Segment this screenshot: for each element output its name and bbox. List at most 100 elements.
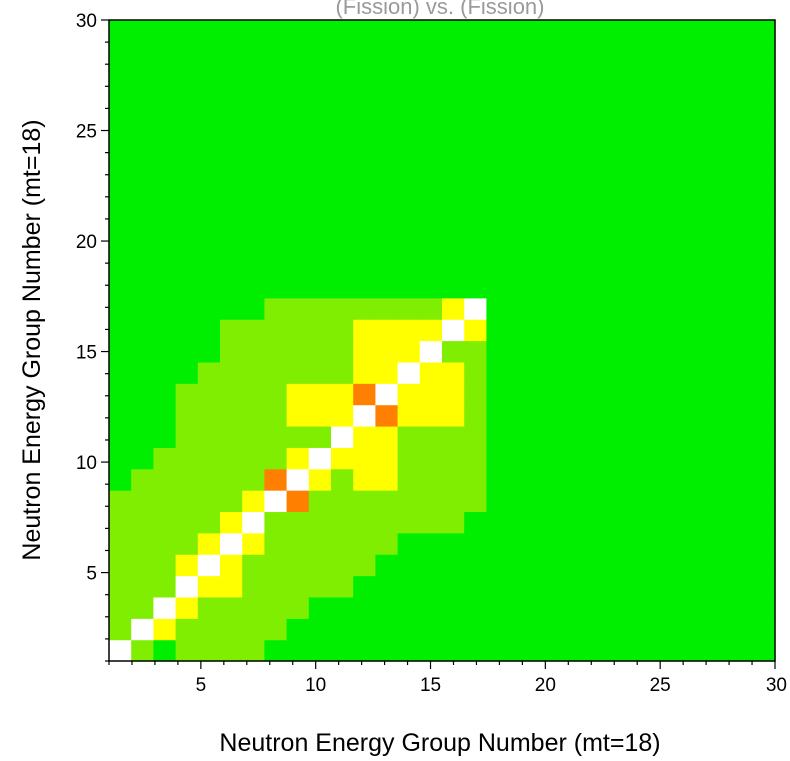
heatmap-cell [197,20,221,42]
heatmap-cell [286,148,310,171]
heatmap-cell [331,596,354,619]
heatmap-cell [486,190,510,213]
heatmap-cell [353,105,376,128]
heatmap-cell [264,468,288,491]
heatmap-cell [308,297,332,320]
heatmap-cell [575,340,598,363]
heatmap-cell [752,126,776,149]
heatmap-cell [331,255,354,277]
heatmap-cell [131,639,154,662]
heatmap-cell [553,276,576,299]
y-tick-label: 15 [76,343,97,364]
heatmap-cell [175,20,199,42]
heatmap-cell [442,212,465,235]
heatmap-cell [175,212,199,235]
heatmap-cell [619,105,643,128]
heatmap-cell [131,596,154,619]
heatmap-cell [486,276,510,299]
heatmap-cell [508,126,532,149]
heatmap-cell [530,169,554,192]
heatmap-cell [419,361,443,384]
heatmap-cell [708,511,732,534]
heatmap-cell [597,190,621,213]
heatmap-cell [442,340,465,363]
heatmap-cell [752,41,776,64]
heatmap-cell [530,319,554,342]
heatmap-cell [664,639,687,662]
heatmap-cell [331,148,354,171]
heatmap-cell [197,468,221,491]
heatmap-cell [641,361,665,384]
heatmap-cell [264,575,288,598]
heatmap-cell [419,404,443,427]
heatmap-cell [308,425,332,448]
x-axis: 5 10 15 20 25 30 [108,661,787,696]
heatmap-cell [752,297,776,320]
heatmap-cell [353,639,376,662]
heatmap-cell [464,361,487,384]
heatmap-cell [730,511,754,534]
heatmap-cell [752,340,776,363]
heatmap-cell [197,511,221,534]
heatmap-cell [331,319,354,342]
heatmap-cell [397,447,421,470]
heatmap-cell [442,554,465,577]
heatmap-cell [619,575,643,598]
heatmap-cell [686,190,709,213]
heatmap-cell [708,62,732,85]
heatmap-cell [220,468,243,491]
heatmap-cell [153,297,177,320]
heatmap-cell [575,447,598,470]
heatmap-cell [353,126,376,149]
heatmap-cell [308,62,332,85]
heatmap-cell [530,62,554,85]
heatmap-cell [131,84,154,107]
heatmap-cell [641,319,665,342]
heatmap-cell [220,383,243,406]
heatmap-cell [686,532,709,555]
heatmap-cell [730,276,754,299]
heatmap-cell [331,511,354,534]
heatmap-cell [375,596,399,619]
heatmap-cell [175,383,199,406]
heatmap-cell [442,618,465,641]
heatmap-cell [131,20,154,42]
heatmap-cell [419,532,443,555]
heatmap-cell [220,20,243,42]
heatmap-cell [553,340,576,363]
heatmap-cell [331,575,354,598]
heatmap-cell [686,297,709,320]
heatmap-cell [220,126,243,149]
heatmap-cell [353,62,376,85]
heatmap-cell [353,297,376,320]
heatmap-cell [597,383,621,406]
heatmap-cell [242,20,265,42]
heatmap-cell [708,297,732,320]
heatmap-cell [286,639,310,662]
heatmap-cell [397,596,421,619]
heatmap-cell [664,212,687,235]
heatmap-cell [175,361,199,384]
heatmap-cell [597,297,621,320]
heatmap-cell [708,554,732,577]
heatmap-cell [553,148,576,171]
heatmap-cell [530,532,554,555]
heatmap-cell [353,255,376,277]
heatmap-cell [619,596,643,619]
heatmap-cell [619,212,643,235]
heatmap-cell [553,255,576,277]
heatmap-cell [464,62,487,85]
heatmap-cell [375,468,399,491]
heatmap-cell [664,468,687,491]
heatmap-cell [308,383,332,406]
heatmap-cell [197,62,221,85]
heatmap-cell [641,233,665,256]
heatmap-cell [109,190,132,213]
heatmap-cell [686,490,709,513]
heatmap-cell [220,297,243,320]
heatmap-cell [597,255,621,277]
heatmap-cell [397,41,421,64]
heatmap-cell [708,169,732,192]
heatmap-cell [242,468,265,491]
heatmap-cell [752,84,776,107]
